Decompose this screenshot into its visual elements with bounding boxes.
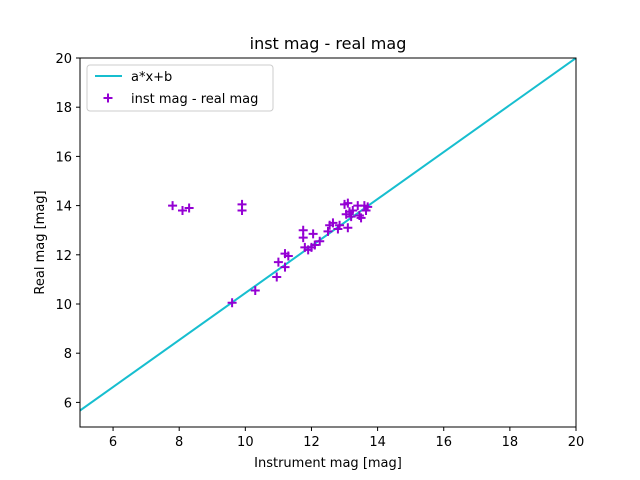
chart-title: inst mag - real mag <box>250 34 407 53</box>
data-point-marker-5 <box>227 298 237 308</box>
data-point-30 <box>346 212 356 222</box>
data-point-24 <box>335 220 345 230</box>
data-point-marker-24 <box>335 220 345 230</box>
data-point-31 <box>348 206 358 216</box>
y-tick-label-16: 16 <box>55 150 72 165</box>
y-tick-label-18: 18 <box>55 101 72 116</box>
legend-marker-swatch <box>103 93 113 103</box>
data-point-10 <box>280 262 290 272</box>
legend-label-fit: a*x+b <box>131 70 172 85</box>
y-tick-label-8: 8 <box>64 347 72 362</box>
legend: a*x+b inst mag - real mag <box>86 64 274 112</box>
x-tick-label-20: 20 <box>568 435 585 450</box>
data-point-marker-13 <box>298 233 308 243</box>
x-tick-label-6: 6 <box>109 435 117 450</box>
data-point-6 <box>250 285 260 295</box>
data-point-marker-1 <box>178 206 188 216</box>
data-point-22 <box>328 218 338 228</box>
y-tick-label-12: 12 <box>55 249 72 264</box>
y-tick-label-14: 14 <box>55 200 72 215</box>
data-point-2 <box>184 203 194 213</box>
data-point-17 <box>308 229 318 239</box>
data-point-8 <box>273 257 283 267</box>
data-point-7 <box>272 272 282 282</box>
data-point-18 <box>310 240 320 250</box>
legend-label-scatter: inst mag - real mag <box>131 92 258 107</box>
x-tick-label-14: 14 <box>369 435 386 450</box>
data-point-27 <box>343 198 353 208</box>
legend-box <box>86 64 274 112</box>
data-point-marker-2 <box>184 203 194 213</box>
data-point-marker-11 <box>283 251 293 261</box>
data-point-marker-8 <box>273 257 283 267</box>
x-axis-label: Instrument mag [mag] <box>254 456 402 471</box>
plot-layer <box>80 58 576 412</box>
y-tick-label-6: 6 <box>64 396 72 411</box>
data-point-marker-37 <box>363 202 373 212</box>
data-point-37 <box>363 202 373 212</box>
data-point-11 <box>283 251 293 261</box>
data-point-marker-10 <box>280 262 290 272</box>
x-tick-label-16: 16 <box>435 435 452 450</box>
x-tick-label-18: 18 <box>502 435 519 450</box>
data-point-marker-4 <box>237 206 247 216</box>
data-point-marker-7 <box>272 272 282 282</box>
data-point-marker-0 <box>168 201 178 211</box>
data-point-marker-17 <box>308 229 318 239</box>
data-point-4 <box>237 206 247 216</box>
data-point-marker-19 <box>315 236 325 246</box>
x-tick-label-10: 10 <box>237 435 254 450</box>
data-point-20 <box>323 226 333 236</box>
ticks-layer: 6 8 10 12 14 16 18 20 6 8 10 12 14 16 18 20 <box>55 52 584 450</box>
data-point-1 <box>178 206 188 216</box>
y-tick-label-20: 20 <box>55 52 72 67</box>
data-point-marker-18 <box>310 240 320 250</box>
data-point-marker-30 <box>346 212 356 222</box>
data-point-13 <box>298 233 308 243</box>
data-point-marker-31 <box>348 206 358 216</box>
x-tick-label-8: 8 <box>175 435 183 450</box>
data-point-marker-6 <box>250 285 260 295</box>
plot-frame <box>79 57 577 428</box>
y-axis-label: Real mag [mag] <box>33 190 48 294</box>
data-point-marker-27 <box>343 198 353 208</box>
data-point-marker-20 <box>323 226 333 236</box>
data-point-marker-34 <box>356 213 366 223</box>
data-point-marker-28 <box>343 223 353 233</box>
data-point-0 <box>168 201 178 211</box>
y-tick-label-10: 10 <box>55 298 72 313</box>
data-point-19 <box>315 236 325 246</box>
data-point-marker-22 <box>328 218 338 228</box>
x-tick-label-12: 12 <box>303 435 320 450</box>
data-point-5 <box>227 298 237 308</box>
data-point-28 <box>343 223 353 233</box>
data-point-34 <box>356 213 366 223</box>
